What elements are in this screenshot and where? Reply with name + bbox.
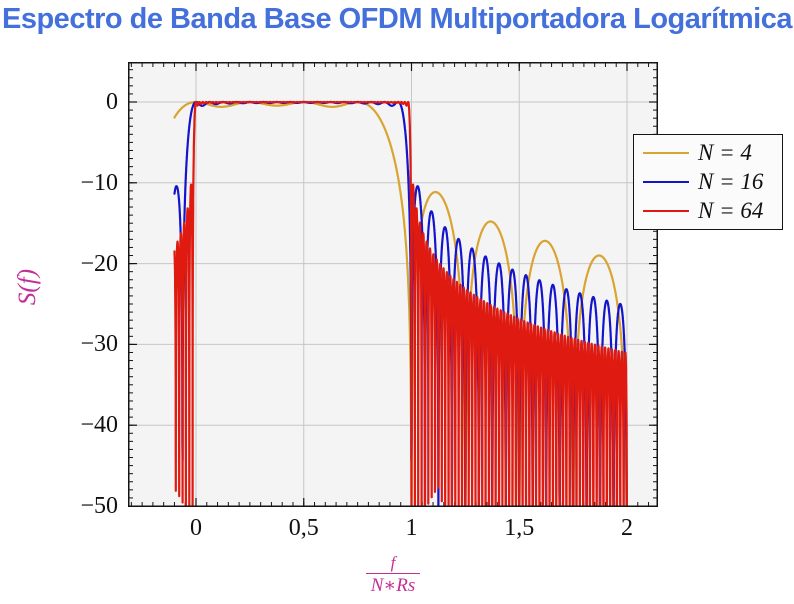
y-tick-label: 0 — [106, 89, 118, 115]
series-line-64 — [173, 100, 628, 507]
legend-label-n64: N = 64 — [698, 198, 764, 223]
legend: N = 4 N = 16 N = 64 — [633, 134, 783, 230]
x-tick-label: 0 — [190, 515, 202, 541]
x-axis-label-fraction: f N∗Rs — [353, 554, 433, 595]
x-tick-label: 1 — [405, 515, 418, 541]
legend-item-n64: N = 64 — [643, 198, 776, 223]
legend-label-n4: N = 4 — [698, 140, 752, 165]
plot-background — [128, 62, 658, 507]
x-tick-label: 0,5 — [288, 515, 319, 541]
chart-title: Espectro de Banda Base OFDM Multiportado… — [2, 3, 792, 35]
y-tick-label: −20 — [80, 250, 118, 277]
legend-label-n16: N = 16 — [698, 169, 764, 194]
x-axis-label-numerator: f — [390, 553, 396, 572]
y-tick-label: −30 — [80, 331, 118, 358]
axis-border — [128, 62, 658, 507]
legend-line-sample-n64 — [643, 210, 689, 212]
spectrum-plot-canvas — [128, 62, 658, 507]
fraction-bar — [366, 573, 420, 574]
y-tick-label: −10 — [80, 169, 118, 196]
y-tick-label: −50 — [80, 493, 118, 519]
x-tick-label: 2 — [621, 515, 633, 541]
legend-line-sample-n16 — [643, 181, 689, 183]
y-tick-label: −40 — [80, 412, 118, 439]
legend-item-n16: N = 16 — [643, 169, 776, 194]
x-axis-label-denominator: N∗Rs — [370, 575, 416, 596]
plot-area: N = 4 N = 16 N = 64 — [128, 62, 783, 507]
legend-item-n4: N = 4 — [643, 140, 776, 165]
x-tick-label: 1,5 — [504, 515, 535, 541]
legend-line-sample-n4 — [643, 152, 689, 154]
